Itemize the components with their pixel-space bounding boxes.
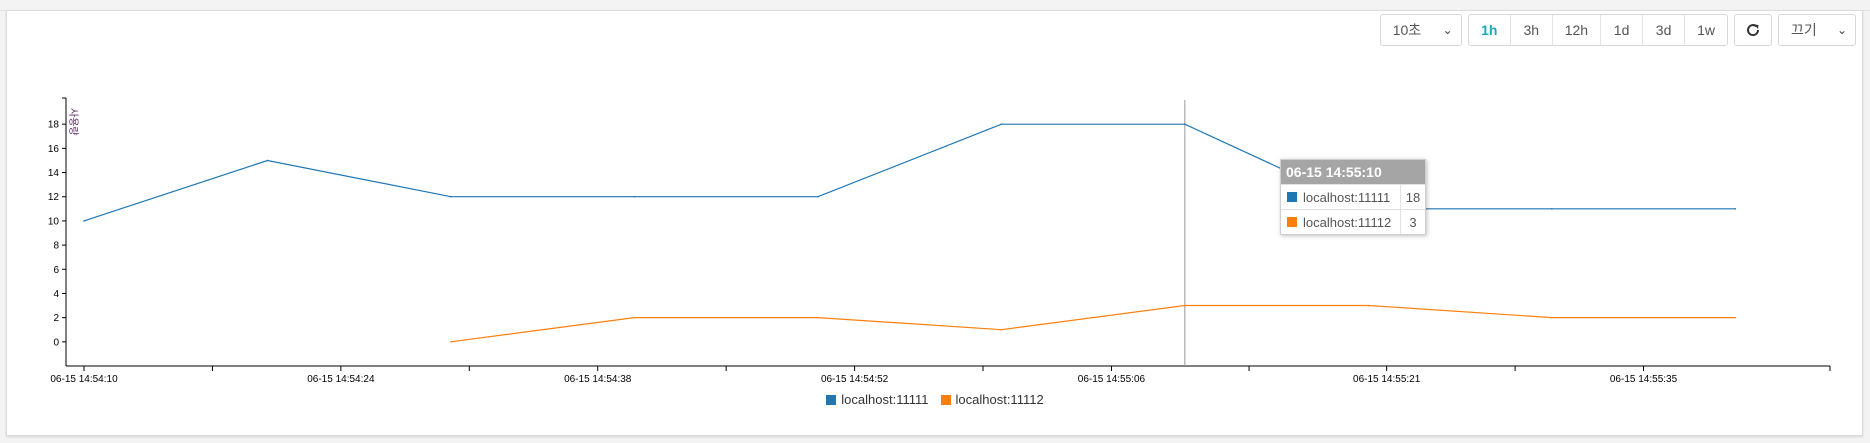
range-button-1h[interactable]: 1h [1468, 15, 1511, 45]
auto-refresh-select-value: 끄기 [1791, 22, 1817, 38]
interval-select-value: 10초 [1392, 22, 1422, 38]
data-point [1550, 316, 1553, 319]
legend-swatch [826, 394, 837, 405]
tooltip-time: 06-15 14:55:10 [1281, 160, 1425, 184]
x-tick-label: 06-15 14:55:21 [1353, 374, 1421, 385]
data-point [450, 341, 452, 343]
data-point [450, 195, 452, 198]
tooltip-series-value: 18 [1405, 189, 1421, 205]
auto-refresh-select[interactable]: 끄기 ⌄ [1778, 14, 1856, 46]
data-point [817, 316, 819, 319]
y-axis: 0 2 4 6 8 10 12 14 16 18 사용량 [48, 97, 79, 366]
tooltip-series-name: localhost:11111 [1303, 189, 1391, 205]
chevron-down-icon: ⌄ [1836, 23, 1847, 37]
tooltip-series-value: 3 [1409, 214, 1417, 230]
series-swatch [1287, 217, 1297, 227]
y-tick-label: 14 [48, 168, 60, 179]
x-axis: 06-15 14:54:10 06-15 14:54:24 06-15 14:54:… [50, 365, 1831, 385]
y-tick-label: 10 [48, 216, 60, 227]
tooltip-row: localhost:11112 3 [1281, 209, 1425, 234]
y-tick-label: 16 [48, 144, 60, 155]
data-point [817, 195, 819, 198]
range-button-1w[interactable]: 1w [1685, 15, 1727, 45]
data-point [1184, 304, 1186, 307]
y-tick-label: 4 [53, 289, 59, 300]
y-tick-label: 18 [48, 120, 60, 131]
data-point [1367, 304, 1370, 307]
interval-select[interactable]: 10초 ⌄ [1379, 14, 1462, 46]
legend-label: localhost:11111 [841, 392, 929, 407]
data-point [1734, 316, 1737, 319]
chart-tooltip: 06-15 14:55:10 localhost:11111 18 localh… [1280, 159, 1426, 235]
tooltip-row: localhost:11111 18 [1281, 184, 1425, 209]
series-swatch [1287, 192, 1297, 202]
series-line-1 [450, 304, 1736, 343]
x-tick-label: 06-15 14:54:52 [821, 374, 889, 385]
y-tick-label: 8 [53, 241, 59, 252]
refresh-button[interactable] [1734, 14, 1772, 46]
data-point [1000, 328, 1003, 331]
refresh-icon [1747, 24, 1760, 37]
data-point [1734, 208, 1737, 210]
legend-item-localhost-11112[interactable]: localhost:11112 [940, 392, 1044, 407]
data-point [83, 220, 85, 222]
y-tick-label: 6 [53, 265, 59, 276]
series-line-0 [83, 123, 1736, 222]
data-point [1000, 123, 1003, 125]
range-button-1d[interactable]: 1d [1601, 15, 1644, 45]
data-point [1550, 208, 1553, 210]
tooltip-series-name: localhost:11112 [1303, 214, 1392, 230]
x-tick-label: 06-15 14:54:10 [50, 374, 118, 385]
y-tick-label: 2 [53, 313, 59, 324]
data-point [266, 159, 269, 162]
x-tick-label: 06-15 14:54:38 [564, 374, 632, 385]
x-tick-label: 06-15 14:54:24 [307, 374, 375, 385]
y-tick-label: 0 [53, 337, 59, 348]
chevron-down-icon: ⌄ [1442, 23, 1453, 37]
legend-label: localhost:11112 [955, 392, 1044, 407]
series-lines [83, 123, 1737, 343]
data-point [1184, 123, 1186, 125]
legend-swatch [940, 394, 951, 405]
range-button-group: 1h 3h 12h 1d 3d 1w [1467, 14, 1728, 46]
y-axis-label: 사용량 [67, 108, 79, 136]
legend-item-localhost-11111[interactable]: localhost:11111 [826, 392, 929, 407]
range-button-12h[interactable]: 12h [1552, 15, 1602, 45]
data-point [633, 316, 636, 319]
chart-controls: 10초 ⌄ 1h 3h 12h 1d 3d 1w 끄기 ⌄ [1379, 14, 1856, 46]
chart-legend: localhost:11111 localhost:11112 [0, 392, 1870, 407]
x-tick-label: 06-15 14:55:06 [1078, 374, 1146, 385]
x-tick-label: 06-15 14:55:35 [1610, 374, 1678, 385]
range-button-3h[interactable]: 3h [1510, 15, 1553, 45]
y-tick-label: 12 [48, 192, 60, 203]
data-point [633, 195, 636, 198]
chart-panel [6, 10, 1863, 436]
range-button-3d[interactable]: 3d [1643, 15, 1686, 45]
